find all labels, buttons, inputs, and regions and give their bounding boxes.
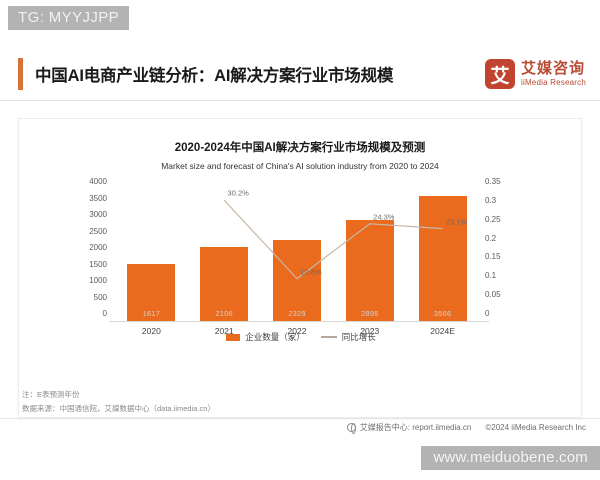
legend-label: 企业数量（家） — [245, 332, 305, 342]
report-center-link[interactable]: 艾媒报告中心: report.iimedia.cn — [346, 422, 472, 434]
legend-bar-swatch-icon — [226, 333, 241, 341]
legend-item[interactable]: 同比增长 — [320, 331, 376, 343]
header-divider — [0, 100, 600, 101]
report-center-label: 艾媒报告中心: report.iimedia.cn — [359, 423, 472, 432]
y-axis-right-tick: 0.35 — [485, 177, 501, 186]
chart-subtitle: Market size and forecast of China's AI s… — [161, 161, 439, 171]
growth-line-labels: 30.2% 10.6% 24.3% 23.1% — [115, 181, 479, 321]
bar[interactable]: 1617 — [127, 264, 176, 321]
y-axis-left-tick: 0 — [102, 309, 107, 318]
note-line-2: 数据来源：中国通信院，艾媒数据中心（data.iimedia.cn） — [22, 404, 215, 414]
y-axis-left-tick: 4000 — [89, 177, 107, 186]
legend-label: 同比增长 — [341, 332, 376, 342]
copyright-label: ©2024 iiMedia Research Inc — [485, 423, 586, 432]
title-accent-bar — [18, 58, 23, 90]
x-axis-baseline — [109, 321, 489, 322]
title-wrap: 中国AI电商产业链分析：AI解决方案行业市场规模 — [0, 58, 485, 90]
y-axis-right: 0.35 0.3 0.25 0.2 0.15 0.1 0.05 0 — [485, 177, 529, 321]
page-header: 中国AI电商产业链分析：AI解决方案行业市场规模 艾 艾媒咨询 iiMedia … — [0, 48, 600, 100]
bar-slot: 1617 — [115, 181, 187, 321]
logo-text: 艾媒咨询 iiMedia Research — [521, 61, 586, 87]
y-axis-right-tick: 0.05 — [485, 290, 501, 300]
y-axis-left: 4000 3500 3000 2500 2000 1500 1000 500 0 — [63, 177, 107, 321]
logo-name-en: iiMedia Research — [520, 77, 586, 87]
chart-notes: 注：E表预测年份 数据来源：中国通信院，艾媒数据中心（data.iimedia.… — [22, 388, 215, 417]
bar-value-label: 2106 — [215, 309, 233, 318]
y-axis-right-tick: 0.15 — [485, 252, 501, 262]
y-axis-left-tick: 3500 — [89, 193, 107, 203]
growth-value-label: 30.2% — [227, 188, 249, 198]
watermark: www.meiduobene.com — [421, 446, 600, 470]
y-axis-left-tick: 3000 — [89, 210, 107, 219]
x-axis-tick: 2020 — [141, 326, 161, 336]
footer-divider — [0, 418, 600, 419]
y-axis-right-tick: 0.25 — [485, 214, 501, 224]
logo-name-cn: 艾媒咨询 — [520, 59, 585, 77]
logo-mark-icon: 艾 — [484, 59, 515, 89]
y-axis-left-tick: 1000 — [89, 276, 107, 285]
growth-value-label: 23.1% — [445, 217, 468, 227]
chart-title: 2020-2024年中国AI解决方案行业市场规模及预测 — [174, 142, 426, 154]
y-axis-right-tick: 0.2 — [485, 233, 497, 243]
legend-line-swatch-icon — [320, 336, 337, 338]
chart-legend: 企业数量（家） 同比增长 — [19, 331, 583, 343]
growth-value-label: 10.6% — [300, 267, 322, 277]
y-axis-left-tick: 500 — [93, 292, 107, 302]
x-axis-labels: 2020 2021 2022 2023 2024E — [115, 326, 479, 336]
bar-value-label: 2329 — [288, 309, 306, 318]
chart-card: 2020-2024年中国AI解决方案行业市场规模及预测 Market size … — [18, 118, 582, 418]
bar-value-label: 3566 — [433, 309, 452, 318]
y-axis-right-tick: 0 — [485, 308, 490, 318]
globe-icon — [346, 423, 356, 434]
x-axis-tick: 2024E — [430, 326, 455, 336]
y-axis-left-tick: 1500 — [89, 259, 107, 269]
x-axis-tick: 2022 — [287, 326, 307, 336]
x-axis-tick: 2023 — [360, 326, 380, 336]
brand-logo: 艾 艾媒咨询 iiMedia Research — [484, 59, 600, 89]
tg-tag: TG: MYYJJPP — [8, 6, 130, 31]
page-footer: 艾媒报告中心: report.iimedia.cn ©2024 iiMedia … — [346, 422, 586, 434]
legend-item[interactable]: 企业数量（家） — [226, 331, 305, 343]
page-title: 中国AI电商产业链分析：AI解决方案行业市场规模 — [35, 67, 394, 85]
y-axis-left-tick: 2000 — [89, 243, 107, 252]
bar-value-label: 1617 — [142, 309, 161, 318]
bar-value-label: 2896 — [361, 309, 379, 318]
growth-value-label: 24.3% — [373, 212, 395, 222]
x-axis-tick: 2021 — [214, 326, 234, 336]
note-line-1: 注：E表预测年份 — [22, 390, 80, 399]
y-axis-right-tick: 0.1 — [485, 271, 497, 281]
y-axis-right-tick: 0.3 — [485, 195, 497, 205]
y-axis-left-tick: 2500 — [89, 226, 107, 236]
